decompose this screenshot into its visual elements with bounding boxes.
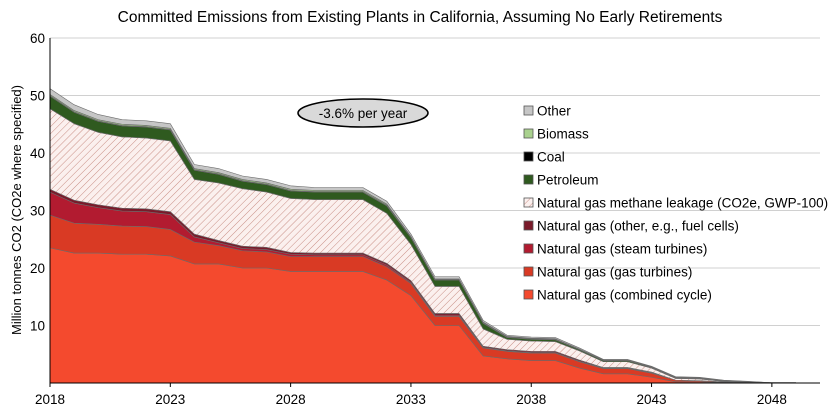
legend-item-natural-gas-steam-turbines: Natural gas (steam turbines) [523,242,707,257]
legend-item-natural-gas-gas-turbines: Natural gas (gas turbines) [523,265,692,280]
legend-swatch [523,289,534,300]
x-tick-2023: 2023 [155,392,185,407]
y-tick-20: 20 [30,261,45,276]
x-tick-2028: 2028 [276,392,306,407]
legend-swatch [523,151,534,162]
x-tick-2038: 2038 [516,392,546,407]
chart-title: Committed Emissions from Existing Plants… [118,9,723,26]
y-axis-label: Million tonnes CO2 (CO2e where specified… [9,85,24,335]
legend-label: Natural gas (gas turbines) [537,265,692,280]
legend-swatch [523,266,534,277]
y-tick-50: 50 [30,89,45,104]
growth-annotation: -3.6% per year [297,98,429,128]
legend-label: Natural gas (combined cycle) [537,288,712,303]
legend-item-biomass: Biomass [523,127,589,142]
legend-label: Petroleum [537,173,599,188]
x-tick-2043: 2043 [637,392,667,407]
legend-item-natural-gas-other-e-g-fuel-cells: Natural gas (other, e.g., fuel cells) [523,219,739,234]
legend-label: Coal [537,150,565,165]
legend-swatch [523,128,534,139]
chart-legend: Other Biomass Coal Petroleum Natural gas met… [523,104,828,303]
legend-label: Biomass [537,127,589,142]
annotation-ellipse [297,98,429,128]
legend-item-coal: Coal [523,150,565,165]
x-tick-2033: 2033 [396,392,426,407]
legend-swatch [523,197,534,208]
y-tick-labels: 10 20 30 40 50 60 [30,31,45,334]
legend-swatch [523,243,534,254]
legend-label: Natural gas (other, e.g., fuel cells) [537,219,739,234]
y-tick-60: 60 [30,31,45,46]
legend-swatch [523,174,534,185]
legend-item-natural-gas-methane-leakage-co2e-gwp-100: Natural gas methane leakage (CO2e, GWP-1… [523,196,828,211]
y-tick-30: 30 [30,204,45,219]
legend-label: Natural gas (steam turbines) [537,242,707,257]
legend-label: Natural gas methane leakage (CO2e, GWP-1… [537,196,828,211]
y-tick-10: 10 [30,319,45,334]
x-tick-2048: 2048 [757,392,787,407]
axes [49,38,820,384]
x-tick-labels: 2018 2023 2028 2033 2038 2043 2048 [35,383,787,407]
legend-swatch [523,220,534,231]
annotation-label: -3.6% per year [319,106,408,121]
legend-label: Other [537,104,571,119]
y-tick-40: 40 [30,146,45,161]
x-tick-2018: 2018 [35,392,65,407]
legend-item-natural-gas-combined-cycle: Natural gas (combined cycle) [523,288,712,303]
legend-swatch [523,105,534,116]
legend-item-other: Other [523,104,571,119]
legend-item-petroleum: Petroleum [523,173,599,188]
